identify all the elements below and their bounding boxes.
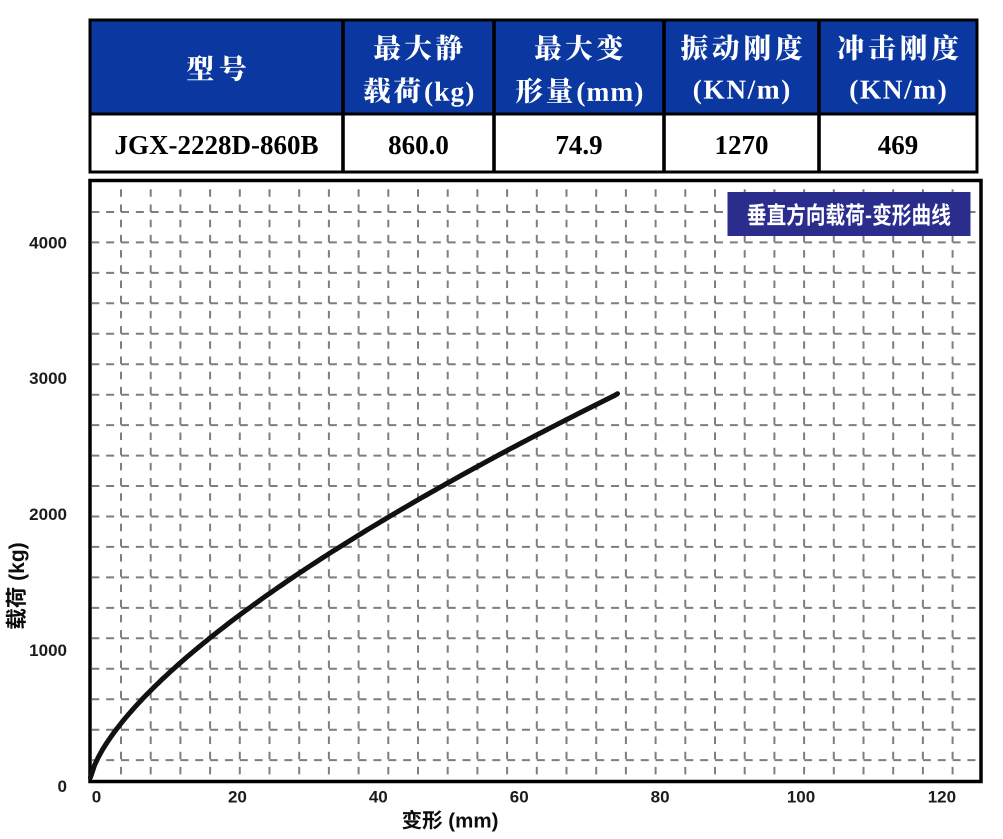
svg-text:4000: 4000 xyxy=(29,233,67,252)
svg-text:2000: 2000 xyxy=(29,505,67,524)
svg-text:74.9: 74.9 xyxy=(555,130,602,160)
svg-text:(kg): (kg) xyxy=(6,542,29,586)
svg-text:0: 0 xyxy=(58,777,67,796)
svg-text:0: 0 xyxy=(92,788,101,807)
svg-text:60: 60 xyxy=(510,788,529,807)
svg-text:20: 20 xyxy=(228,788,247,807)
svg-text:JGX-2228D-860B: JGX-2228D-860B xyxy=(115,130,319,160)
svg-text:1000: 1000 xyxy=(29,641,67,660)
svg-text:100: 100 xyxy=(787,788,815,807)
svg-text:3000: 3000 xyxy=(29,369,67,388)
svg-text:469: 469 xyxy=(878,130,919,160)
svg-text:80: 80 xyxy=(651,788,670,807)
svg-text:(mm): (mm) xyxy=(443,810,499,833)
svg-text:1270: 1270 xyxy=(715,130,769,160)
svg-text:40: 40 xyxy=(369,788,388,807)
svg-text:120: 120 xyxy=(928,788,956,807)
svg-text:860.0: 860.0 xyxy=(388,130,449,160)
